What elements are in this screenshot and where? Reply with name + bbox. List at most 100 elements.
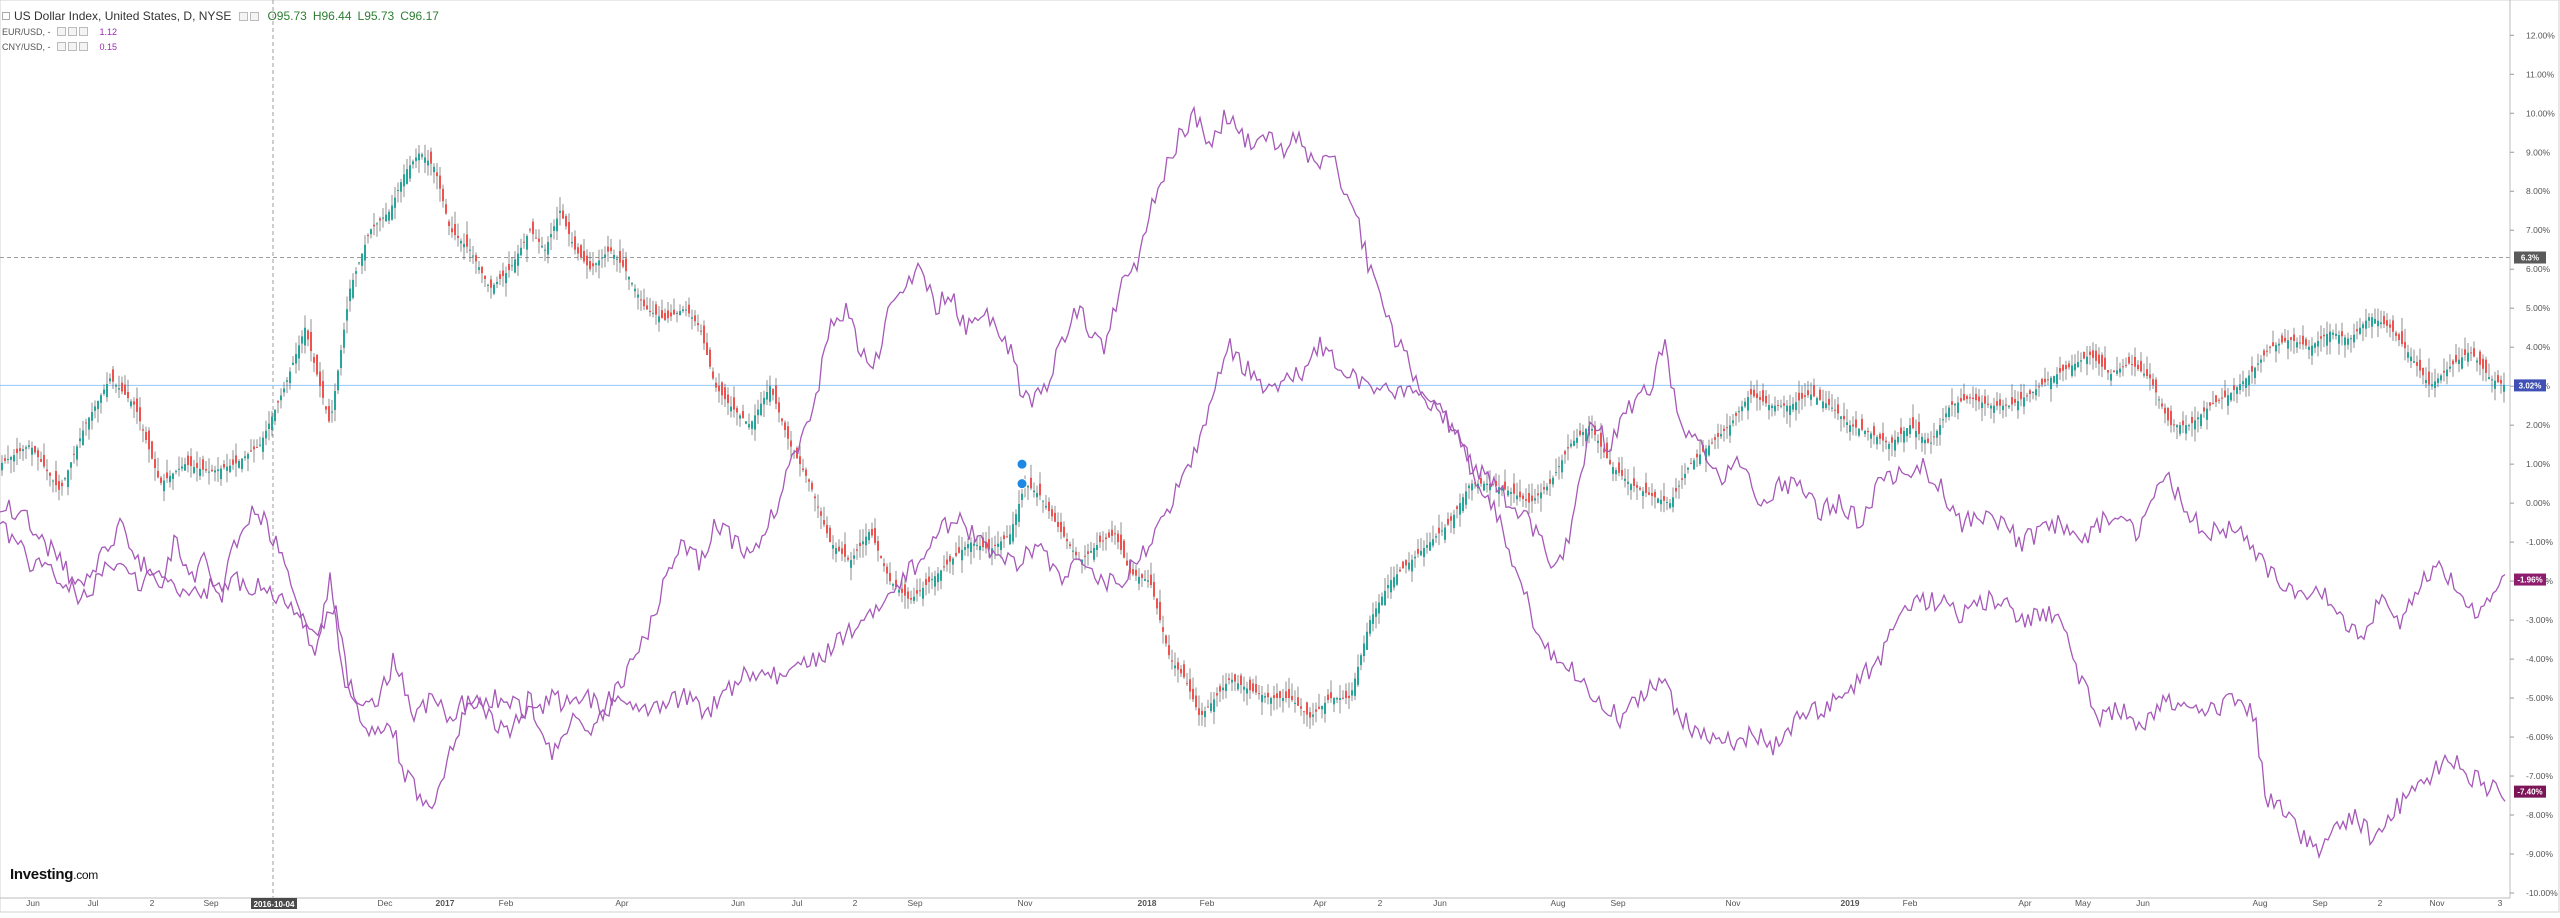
candle-body <box>1489 483 1491 491</box>
close-icon[interactable] <box>78 27 88 36</box>
candle-body <box>268 423 270 430</box>
eye-icon[interactable] <box>239 11 249 21</box>
candle-body <box>2044 378 2046 383</box>
candle-body <box>556 218 558 232</box>
candle-body <box>901 588 903 593</box>
candle-body <box>1237 683 1239 690</box>
candle-body <box>1303 711 1305 713</box>
candle-body <box>2122 366 2124 368</box>
candle-body <box>253 446 255 450</box>
candle-body <box>895 579 897 587</box>
candle-body <box>1174 665 1176 669</box>
candle-body <box>1879 434 1881 439</box>
candle-body <box>784 422 786 431</box>
candle-body <box>22 449 24 452</box>
candle-body <box>697 323 699 326</box>
candle-body <box>2224 390 2226 397</box>
candle-body <box>19 448 21 452</box>
candle-body <box>391 205 393 220</box>
candle-body <box>1927 438 1929 443</box>
candle-body <box>319 371 321 387</box>
x-tick-label: Feb <box>499 898 514 908</box>
candle-body <box>322 381 324 398</box>
logo-suffix: .com <box>73 868 98 882</box>
candle-body <box>682 309 684 312</box>
candle-body <box>658 316 660 323</box>
candle-body <box>2347 338 2349 345</box>
candle-body <box>1063 526 1065 537</box>
candle-body <box>31 447 33 455</box>
candle-body <box>73 453 75 455</box>
y-tick-label: 7.00% <box>2526 225 2551 235</box>
candle-body <box>1384 590 1386 605</box>
event-marker-icon[interactable] <box>1016 478 1028 490</box>
event-marker-dot[interactable] <box>1016 458 1028 470</box>
candle-body <box>2017 400 2019 411</box>
candle-body <box>1642 491 1644 496</box>
candle-body <box>1192 688 1194 700</box>
candle-body <box>109 378 111 382</box>
candle-body <box>814 496 816 499</box>
candle-body <box>2164 407 2166 414</box>
settings-icon[interactable] <box>67 27 77 36</box>
candle-body <box>76 446 78 460</box>
candle-body <box>403 174 405 187</box>
x-tick-label: 2 <box>150 898 155 908</box>
settings-icon[interactable] <box>67 42 77 51</box>
x-tick-label: 2018 <box>1138 898 1157 908</box>
x-tick-label: 3 <box>2498 898 2503 908</box>
main-symbol-title[interactable]: US Dollar Index, United States, D, NYSE <box>14 9 232 23</box>
candle-body <box>1006 536 1008 538</box>
candle-body <box>910 597 912 600</box>
candle-body <box>1240 675 1242 686</box>
y-tick-label: -6.00% <box>2526 732 2553 742</box>
candle-body <box>565 216 567 227</box>
candle-body <box>1408 562 1410 570</box>
candle-body <box>934 576 936 587</box>
candle-body <box>1825 403 1827 408</box>
eurusd-name[interactable]: EUR/USD, - <box>2 26 51 37</box>
candle-body <box>250 450 252 452</box>
eye-icon[interactable] <box>56 42 66 51</box>
y-tick-label: -1.00% <box>2526 537 2553 547</box>
candle-body <box>2410 356 2412 362</box>
candle-body <box>1027 485 1029 488</box>
candle-body <box>1030 477 1032 489</box>
eye-icon[interactable] <box>56 27 66 36</box>
candle-body <box>58 481 60 490</box>
candle-body <box>517 253 519 266</box>
candle-body <box>355 271 357 274</box>
overlay-lines <box>0 105 2506 860</box>
candle-body <box>82 430 84 446</box>
candle-body <box>1123 540 1125 558</box>
collapse-icon[interactable] <box>2 12 10 20</box>
candle-body <box>43 455 45 467</box>
event-marker-icon[interactable] <box>1016 458 1028 470</box>
candle-body <box>2473 348 2475 357</box>
y-tick-label: 4.00% <box>2526 342 2551 352</box>
x-tick-label: Apr <box>2018 898 2031 908</box>
event-marker-dot[interactable] <box>1016 478 1028 490</box>
candle-body <box>346 309 348 321</box>
settings-icon[interactable] <box>250 11 260 21</box>
close-icon[interactable] <box>78 42 88 51</box>
candle-body <box>445 204 447 214</box>
event-markers[interactable] <box>1016 458 1028 490</box>
candle-body <box>1444 527 1446 540</box>
y-tick-label: -9.00% <box>2526 849 2553 859</box>
candle-body <box>232 459 234 465</box>
candle-body <box>2305 339 2307 346</box>
candle-body <box>163 480 165 492</box>
cnyusd-name[interactable]: CNY/USD, - <box>2 41 51 52</box>
candle-body <box>595 263 597 265</box>
candle-body <box>52 480 54 482</box>
candle-body <box>115 384 117 387</box>
candle-body <box>1057 521 1059 527</box>
candle-body <box>97 400 99 410</box>
candle-body <box>1948 407 1950 418</box>
candle-body <box>727 394 729 404</box>
candle-body <box>2503 384 2505 392</box>
